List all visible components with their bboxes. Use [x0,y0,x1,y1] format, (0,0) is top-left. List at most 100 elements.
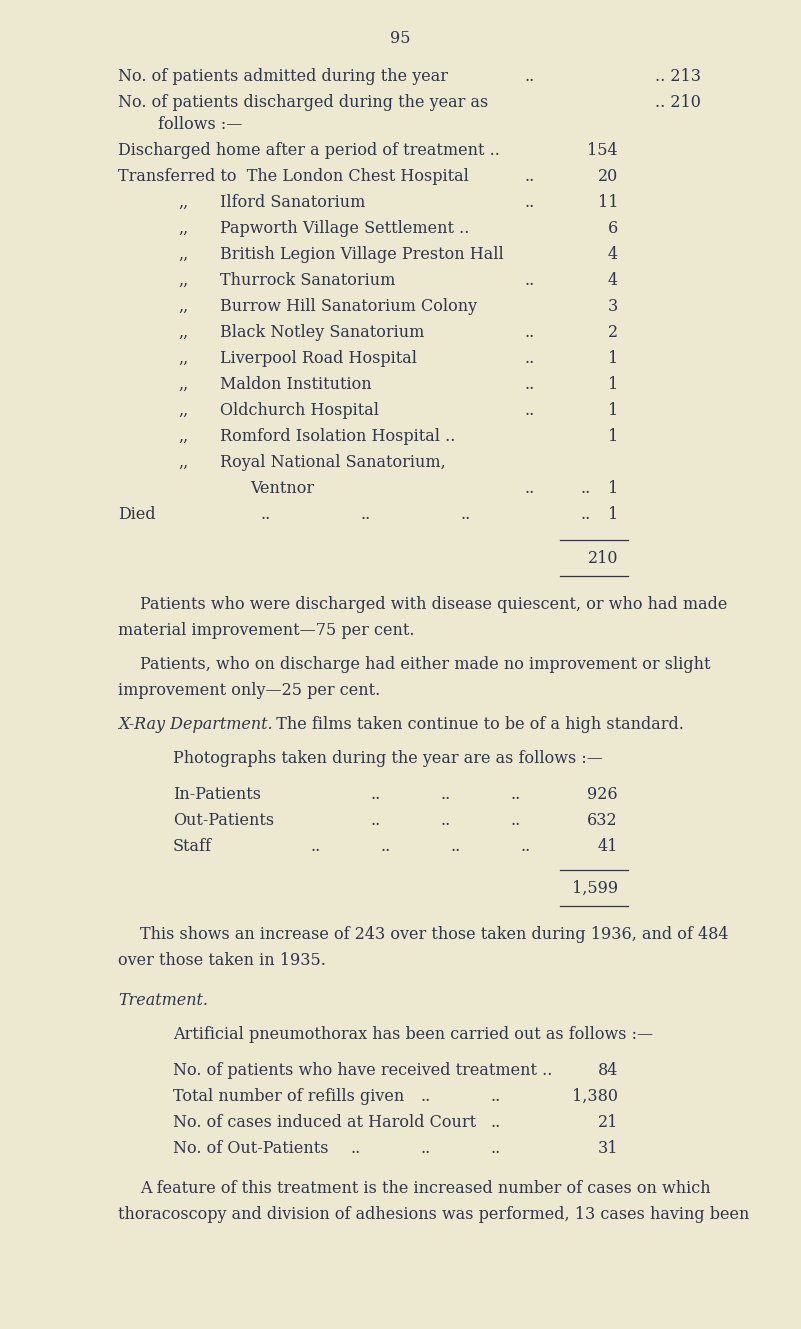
Text: ,,: ,, [178,376,188,393]
Text: Total number of refills given: Total number of refills given [173,1088,405,1104]
Text: 1: 1 [608,401,618,419]
Text: ..: .. [525,376,535,393]
Text: 41: 41 [598,839,618,855]
Text: ,,: ,, [178,324,188,342]
Text: Thurrock Sanatorium: Thurrock Sanatorium [220,272,396,288]
Text: ,,: ,, [178,350,188,367]
Text: 1,380: 1,380 [572,1088,618,1104]
Text: ,,: ,, [178,298,188,315]
Text: 1: 1 [608,350,618,367]
Text: 210: 210 [587,550,618,567]
Text: Black Notley Sanatorium: Black Notley Sanatorium [220,324,425,342]
Text: ..: .. [380,839,390,855]
Text: ..: .. [580,480,590,497]
Text: Staff: Staff [173,839,212,855]
Text: This shows an increase of 243 over those taken during 1936, and of 484: This shows an increase of 243 over those… [140,926,728,944]
Text: material improvement—75 per cent.: material improvement—75 per cent. [118,622,414,639]
Text: ,,: ,, [178,428,188,445]
Text: In-Patients: In-Patients [173,785,261,803]
Text: ..: .. [490,1114,501,1131]
Text: ..: .. [440,785,450,803]
Text: Out-Patients: Out-Patients [173,812,274,829]
Text: A feature of this treatment is the increased number of cases on which: A feature of this treatment is the incre… [140,1180,710,1197]
Text: Patients who were discharged with disease quiescent, or who had made: Patients who were discharged with diseas… [140,595,727,613]
Text: No. of Out-Patients: No. of Out-Patients [173,1140,328,1158]
Text: .. 213: .. 213 [655,68,701,85]
Text: 6: 6 [608,221,618,237]
Text: Burrow Hill Sanatorium Colony: Burrow Hill Sanatorium Colony [220,298,477,315]
Text: ..: .. [420,1088,430,1104]
Text: Patients, who on discharge had either made no improvement or slight: Patients, who on discharge had either ma… [140,657,710,672]
Text: Ilford Sanatorium: Ilford Sanatorium [220,194,365,211]
Text: 1: 1 [608,428,618,445]
Text: ..: .. [525,324,535,342]
Text: 31: 31 [598,1140,618,1158]
Text: Treatment.: Treatment. [118,991,208,1009]
Text: 95: 95 [390,31,411,47]
Text: ..: .. [525,480,535,497]
Text: ,,: ,, [178,246,188,263]
Text: 3: 3 [608,298,618,315]
Text: Maldon Institution: Maldon Institution [220,376,372,393]
Text: Liverpool Road Hospital: Liverpool Road Hospital [220,350,417,367]
Text: ..: .. [520,839,530,855]
Text: ,,: ,, [178,401,188,419]
Text: 1: 1 [608,376,618,393]
Text: 4: 4 [608,272,618,288]
Text: ..: .. [310,839,320,855]
Text: 154: 154 [587,142,618,159]
Text: 1: 1 [608,480,618,497]
Text: ,,: ,, [178,221,188,237]
Text: ..: .. [370,785,380,803]
Text: 1,599: 1,599 [572,880,618,897]
Text: ,,: ,, [178,455,188,470]
Text: ..: .. [525,167,535,185]
Text: ..: .. [525,401,535,419]
Text: Oldchurch Hospital: Oldchurch Hospital [220,401,379,419]
Text: ..: .. [360,506,370,524]
Text: ..: .. [370,812,380,829]
Text: ..: .. [525,194,535,211]
Text: 4: 4 [608,246,618,263]
Text: 2: 2 [608,324,618,342]
Text: ..: .. [460,506,470,524]
Text: ..: .. [490,1140,501,1158]
Text: 20: 20 [598,167,618,185]
Text: .. 210: .. 210 [655,94,701,112]
Text: Discharged home after a period of treatment ..: Discharged home after a period of treatm… [118,142,500,159]
Text: The films taken continue to be of a high standard.: The films taken continue to be of a high… [266,716,684,734]
Text: ..: .. [450,839,461,855]
Text: X-Ray Department.: X-Ray Department. [118,716,272,734]
Text: Romford Isolation Hospital ..: Romford Isolation Hospital .. [220,428,456,445]
Text: improvement only—25 per cent.: improvement only—25 per cent. [118,682,380,699]
Text: 926: 926 [587,785,618,803]
Text: ..: .. [580,506,590,524]
Text: 84: 84 [598,1062,618,1079]
Text: ..: .. [440,812,450,829]
Text: ,,: ,, [178,272,188,288]
Text: ..: .. [350,1140,360,1158]
Text: No. of cases induced at Harold Court: No. of cases induced at Harold Court [173,1114,476,1131]
Text: ..: .. [490,1088,501,1104]
Text: ..: .. [525,272,535,288]
Text: Died: Died [118,506,155,524]
Text: Royal National Sanatorium,: Royal National Sanatorium, [220,455,445,470]
Text: ..: .. [525,68,535,85]
Text: over those taken in 1935.: over those taken in 1935. [118,952,326,969]
Text: Papworth Village Settlement ..: Papworth Village Settlement .. [220,221,469,237]
Text: 11: 11 [598,194,618,211]
Text: ..: .. [525,350,535,367]
Text: ..: .. [260,506,270,524]
Text: Photographs taken during the year are as follows :—: Photographs taken during the year are as… [173,750,603,767]
Text: ..: .. [510,785,521,803]
Text: No. of patients who have received treatment ..: No. of patients who have received treatm… [173,1062,553,1079]
Text: Transferred to  The London Chest Hospital: Transferred to The London Chest Hospital [118,167,469,185]
Text: thoracoscopy and division of adhesions was performed, 13 cases having been: thoracoscopy and division of adhesions w… [118,1205,750,1223]
Text: ..: .. [510,812,521,829]
Text: British Legion Village Preston Hall: British Legion Village Preston Hall [220,246,504,263]
Text: 1: 1 [608,506,618,524]
Text: Ventnor: Ventnor [250,480,314,497]
Text: No. of patients admitted during the year: No. of patients admitted during the year [118,68,448,85]
Text: ..: .. [420,1140,430,1158]
Text: 21: 21 [598,1114,618,1131]
